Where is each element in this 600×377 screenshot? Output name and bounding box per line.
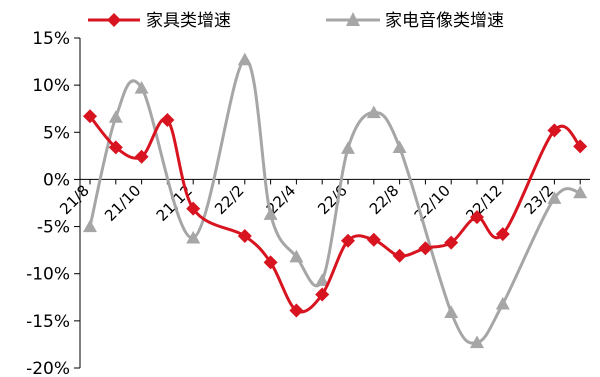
data-point <box>108 110 123 123</box>
data-point <box>83 219 97 233</box>
data-point <box>573 185 588 199</box>
data-point <box>237 52 252 66</box>
y-tick-label: 5% <box>43 123 70 143</box>
data-point <box>470 210 484 225</box>
legend: 家具类增速 家电音像类增速 <box>88 11 504 31</box>
y-tick-label: -10% <box>26 265 70 285</box>
legend-marker-series-0 <box>107 13 121 27</box>
data-point <box>341 141 355 154</box>
legend-entry-series-0: 家具类增速 <box>88 11 231 31</box>
data-point <box>547 123 562 138</box>
data-point <box>392 140 407 153</box>
data-point <box>444 235 459 250</box>
x-tick-label: 21/10 <box>101 182 144 225</box>
y-tick-label: -20% <box>26 359 70 377</box>
data-point <box>573 139 588 154</box>
data-point <box>495 227 510 242</box>
legend-label-series-1: 家电音像类增速 <box>385 11 504 31</box>
data-point <box>134 80 149 94</box>
data-point <box>237 229 252 243</box>
x-tick-label: 22/2 <box>211 182 248 219</box>
x-tick-label: 22/6 <box>314 182 351 219</box>
data-point <box>108 140 123 155</box>
y-tick-label: -5% <box>37 218 70 238</box>
x-tick-label: 22/12 <box>462 182 505 225</box>
legend-entry-series-1: 家电音像类增速 <box>326 11 504 31</box>
data-point <box>495 296 510 310</box>
data-point <box>263 255 278 270</box>
y-tick-label: 0% <box>43 170 70 190</box>
data-point <box>186 230 201 244</box>
x-tick-label: 22/8 <box>366 182 403 219</box>
data-point <box>134 149 149 164</box>
data-point <box>263 207 278 220</box>
data-point <box>315 287 330 302</box>
y-tick-label: 15% <box>32 29 70 49</box>
data-point <box>83 109 97 124</box>
y-tick-label: -15% <box>26 312 70 332</box>
data-point <box>341 233 355 248</box>
data-point <box>470 335 484 349</box>
data-point <box>289 249 304 263</box>
y-tick-label: 10% <box>32 76 70 96</box>
data-point <box>418 241 433 256</box>
data-point <box>186 201 201 216</box>
data-point <box>366 105 381 119</box>
legend-marker-series-1 <box>346 12 360 26</box>
data-point <box>547 191 562 204</box>
series-1 <box>83 52 588 349</box>
series-0 <box>83 109 588 318</box>
series <box>83 52 588 349</box>
data-point <box>392 248 407 263</box>
data-point <box>444 305 459 318</box>
data-point <box>289 303 304 318</box>
data-point <box>160 113 175 128</box>
legend-label-series-0: 家具类增速 <box>146 11 231 31</box>
data-point <box>366 232 381 247</box>
y-axis: 15% 10% 5% 0% -5% -10% -15% -20% <box>26 29 81 377</box>
data-point <box>315 273 330 286</box>
